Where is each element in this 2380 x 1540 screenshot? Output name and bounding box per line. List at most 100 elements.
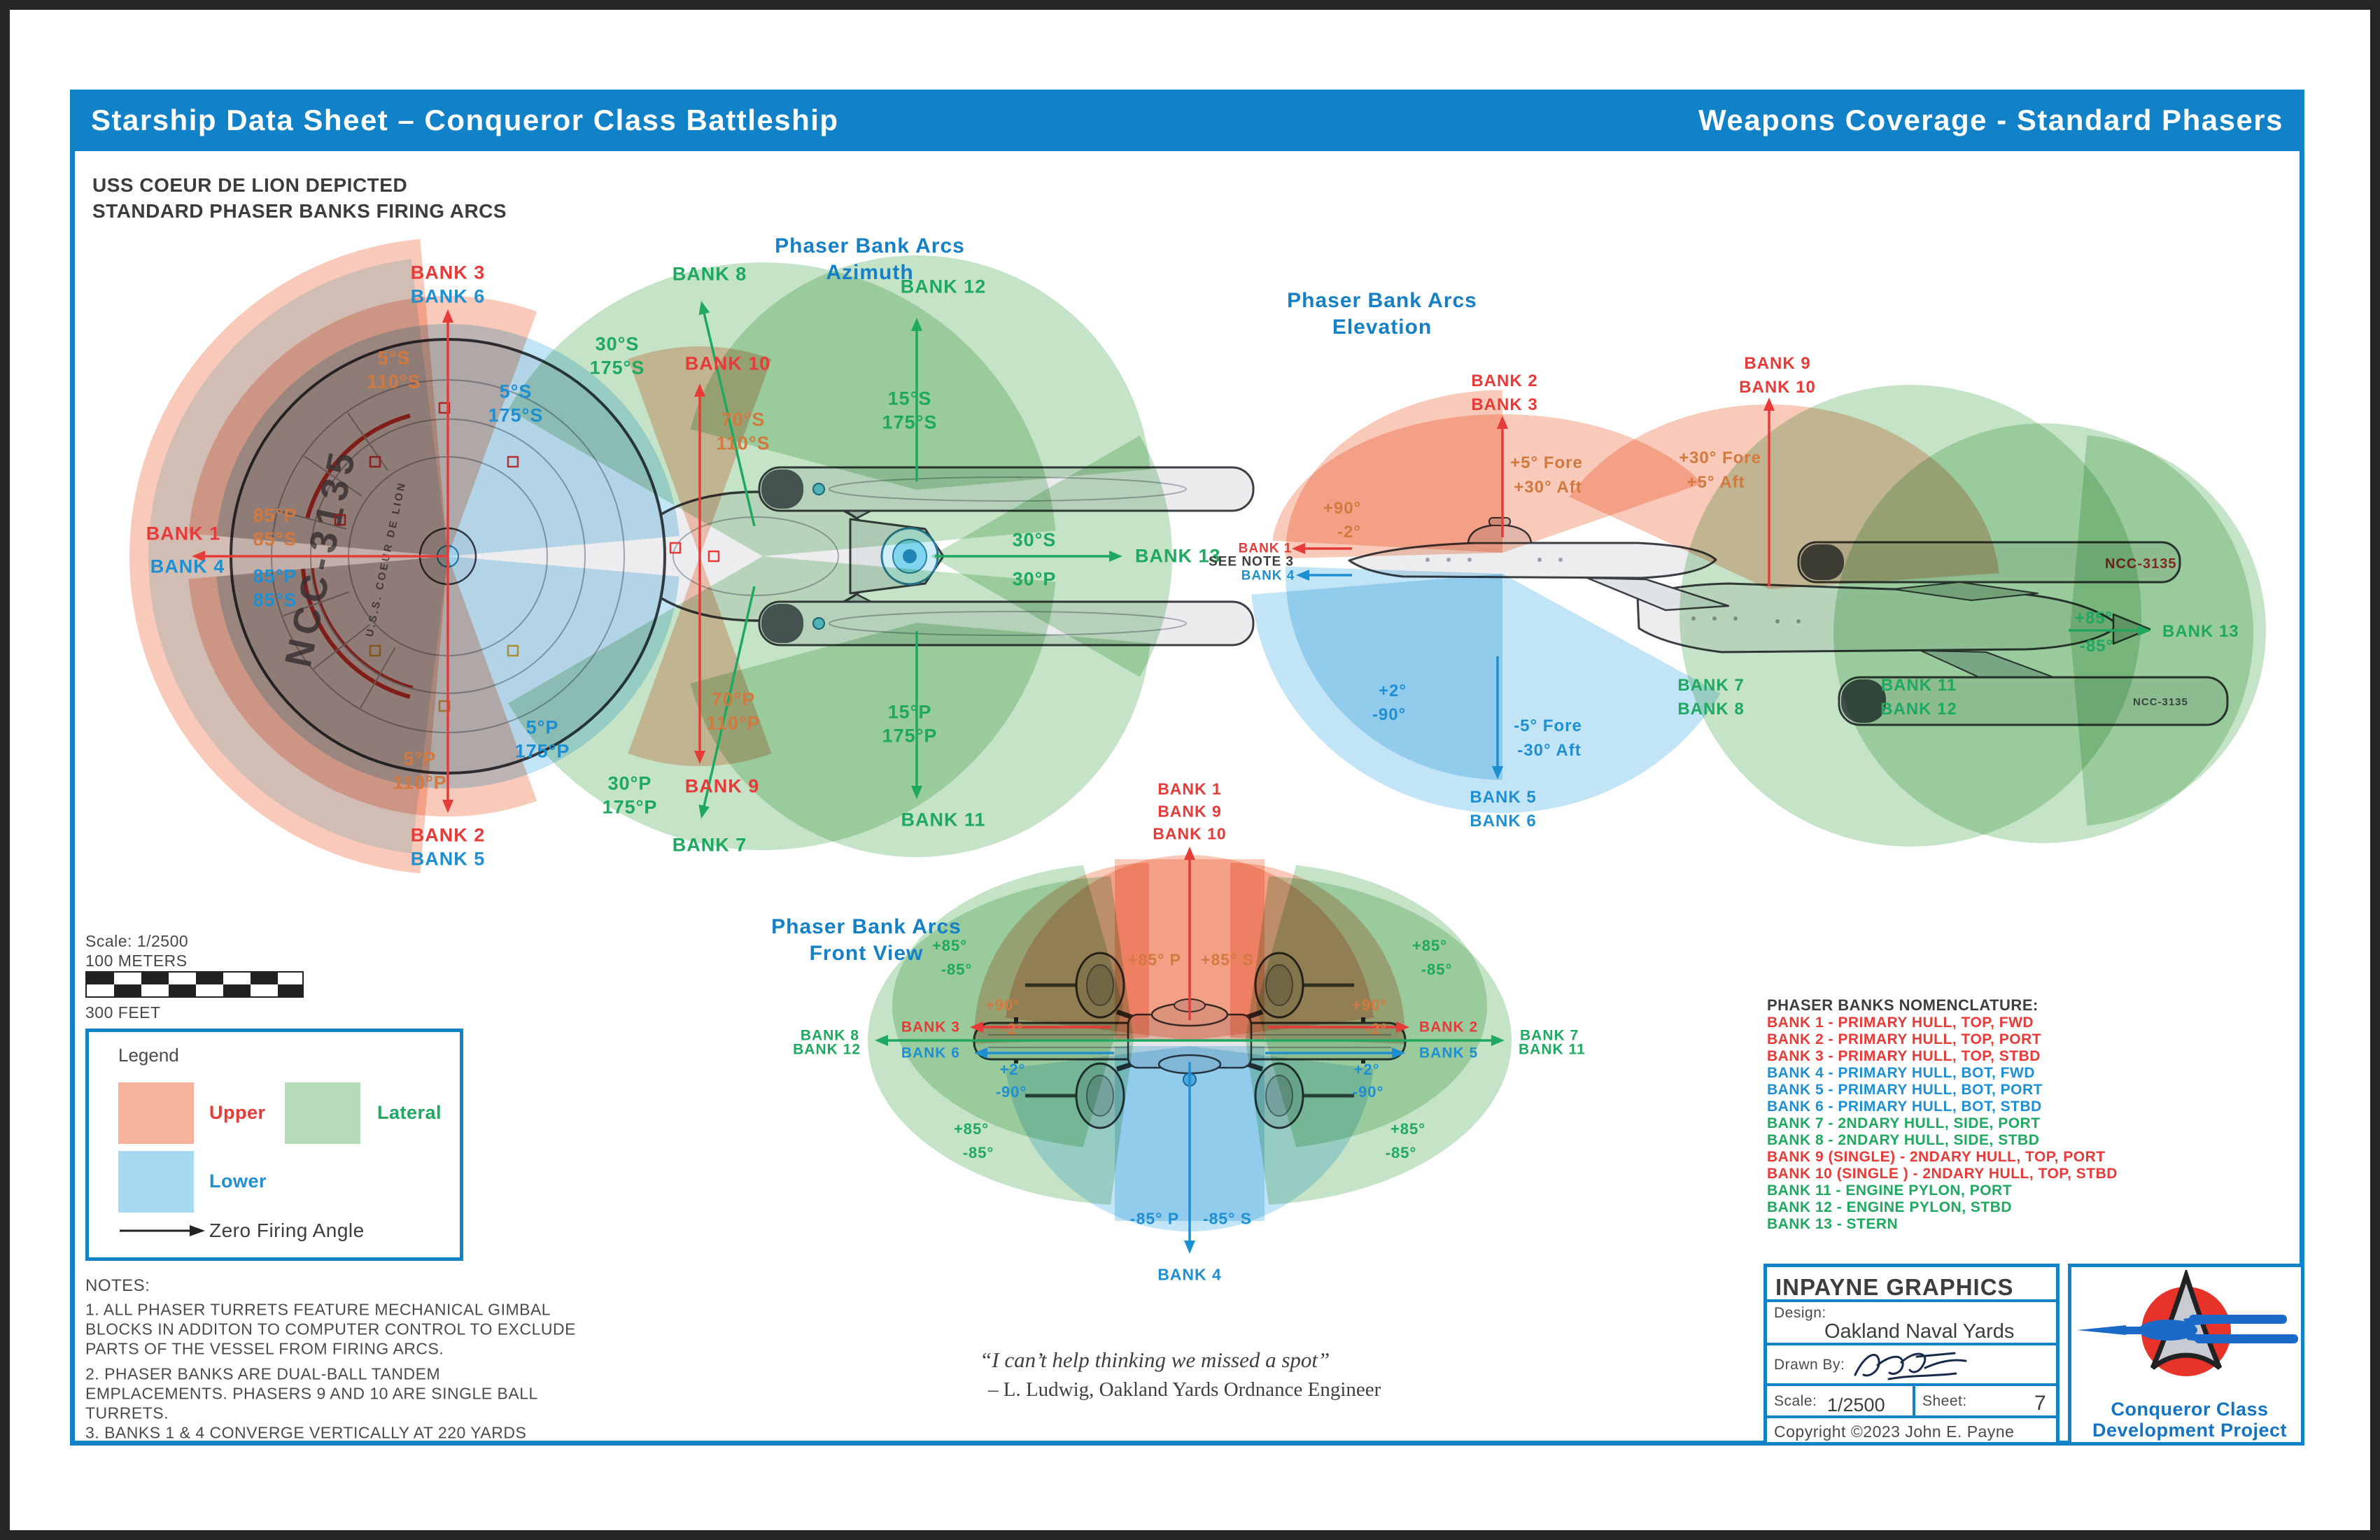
arc-bank12-stbd — [892, 865, 1123, 1147]
depicted-line-2: STANDARD PHASER BANKS FIRING ARCS — [92, 200, 507, 222]
copyright: Copyright ©2023 John E. Payne — [1774, 1422, 2015, 1441]
arc-bank1 — [1286, 390, 1502, 559]
arrow-bank13-zero — [935, 551, 1122, 562]
azimuth-zero-angle-arrows — [192, 301, 1122, 819]
elevation-arcs — [1251, 385, 2266, 847]
page-subtitle-right: Weapons Coverage - Standard Phasers — [1698, 104, 2283, 136]
arrow-bank6-zero — [974, 1047, 1114, 1059]
nomenclature-header: PHASER BANKS NOMENCLATURE: — [1767, 996, 2039, 1014]
arc-bank4 — [1286, 566, 1502, 780]
legend-lower-label: Lower — [209, 1171, 267, 1192]
arrow-bank12-zero — [911, 318, 922, 481]
ship-silhouette — [2077, 1315, 2298, 1343]
arrow-bank11-zero — [911, 631, 922, 799]
depicted-note: USS COEUR DE LION DEPICTED STANDARD PHAS… — [92, 172, 507, 224]
title-block-design-row: Design: Oakland Naval Yards — [1767, 1302, 2056, 1345]
upper-swatch — [118, 1082, 194, 1144]
legend-title: Legend — [118, 1045, 179, 1066]
lower-swatch — [118, 1151, 194, 1213]
depicted-line-1: USS COEUR DE LION DEPICTED — [92, 174, 408, 196]
logo-line-2: Development Project — [2092, 1420, 2288, 1441]
nomenclature-item: BANK 9 (SINGLE) - 2NDARY HULL, TOP, PORT — [1767, 1149, 2106, 1165]
company-name: INPAYNE GRAPHICS — [1775, 1274, 2014, 1300]
legend-lateral-label: Lateral — [377, 1102, 442, 1123]
nomenclature-item: BANK 7 - 2NDARY HULL, SIDE, PORT — [1767, 1115, 2041, 1131]
arrow-banks1-4-axis — [192, 551, 448, 562]
arrow-banks1-9-10-zero — [1184, 847, 1195, 1020]
nomenclature-item: BANK 13 - STERN — [1767, 1216, 1899, 1232]
azimuth-subtitle: Azimuth — [826, 261, 914, 284]
arc-bank13 — [2070, 435, 2266, 826]
legend-zero-label: Zero Firing Angle — [209, 1220, 365, 1241]
nomenclature-item: BANK 10 (SINGLE ) - 2NDARY HULL, TOP, ST… — [1767, 1166, 2118, 1182]
arrow-bank4-zero — [1184, 1062, 1195, 1254]
title-block-scale-sheet-row: Scale: 1/2500 Sheet: 7 — [1767, 1386, 2056, 1418]
title-block-company-row: INPAYNE GRAPHICS — [1767, 1267, 2056, 1302]
arrow-banks9-10-zero — [1763, 397, 1775, 586]
scale-value: 1/2500 — [1827, 1394, 1885, 1415]
arrow-bank3-zero — [970, 1022, 1111, 1033]
nomenclature-item: BANK 11 - ENGINE PYLON, PORT — [1767, 1182, 2013, 1199]
azimuth-title: Phaser Bank Arcs — [775, 234, 965, 257]
logo-line-1: Conqueror Class — [2111, 1399, 2269, 1420]
quote-text: “I can’t help thinking we missed a spot” — [980, 1348, 1330, 1372]
design-value: Oakland Naval Yards — [1824, 1320, 2015, 1343]
lateral-swatch — [285, 1082, 360, 1144]
arrow-banks2-3-zero — [1497, 416, 1508, 537]
conqueror-class-logo-icon — [2077, 1270, 2298, 1376]
quote-attribution: – L. Ludwig, Oakland Yards Ordnance Engi… — [988, 1378, 1381, 1401]
design-label: Design: — [1774, 1305, 1826, 1321]
arrow-bank13-zero — [2069, 625, 2151, 636]
nomenclature-item: BANK 1 - PRIMARY HULL, TOP, FWD — [1767, 1015, 2034, 1031]
scale-label: Scale: — [1774, 1393, 1817, 1409]
header-bar: Starship Data Sheet – Conqueror Class Ba… — [70, 90, 2304, 151]
title-block-copyright-row: Copyright ©2023 John E. Payne — [1767, 1418, 2056, 1442]
scale-feet: 300 FEET — [85, 1003, 161, 1022]
arc-bank11 — [690, 623, 1150, 857]
arrow-banks8-12-7-11-zero — [875, 1035, 1505, 1046]
nomenclature-item: BANK 12 - ENGINE PYLON, STBD — [1767, 1199, 2013, 1215]
page-title: Starship Data Sheet – Conqueror Class Ba… — [91, 104, 839, 136]
drawn-by-label: Drawn By: — [1774, 1357, 1845, 1373]
nomenclature-item: BANK 2 - PRIMARY HULL, TOP, PORT — [1767, 1031, 2042, 1047]
quote-block: “I can’t help thinking we missed a spot”… — [980, 1348, 1381, 1401]
sheet-label: Sheet: — [1922, 1393, 1967, 1409]
sheet-value: 7 — [2034, 1392, 2046, 1415]
arrow-banks5-6-zero — [1492, 656, 1503, 779]
notes-header: NOTES: — [85, 1276, 150, 1295]
nomenclature-item: BANK 4 - PRIMARY HULL, BOT, FWD — [1767, 1065, 2035, 1081]
arrow-bank1-zero — [1292, 543, 1352, 554]
arrow-bank8-zero — [698, 301, 756, 527]
legend-upper-label: Upper — [209, 1102, 266, 1123]
scale-bar — [85, 971, 304, 998]
arc-bank11-port — [1256, 865, 1487, 1147]
nomenclature-list: BANK 1 - PRIMARY HULL, TOP, FWD BANK 2 - … — [1767, 1015, 2118, 1233]
arc-bank12 — [690, 255, 1150, 490]
signature — [1854, 1352, 1967, 1380]
arrow-banks3-6-2-5-axis — [442, 309, 453, 813]
zero-firing-angle-arrow-icon — [120, 1225, 205, 1236]
front-subtitle: Front View — [809, 942, 924, 965]
arrow-bank7-zero — [698, 586, 756, 819]
elevation-subtitle: Elevation — [1332, 316, 1432, 339]
elevation-title: Phaser Bank Arcs — [1287, 289, 1477, 312]
front-zero-angle-arrows — [875, 847, 1505, 1254]
logo-box: Conqueror Class Development Project — [2068, 1264, 2304, 1446]
nomenclature-item: BANK 8 - 2NDARY HULL, SIDE, STBD — [1767, 1132, 2040, 1148]
nomenclature-item: BANK 5 - PRIMARY HULL, BOT, PORT — [1767, 1082, 2043, 1098]
elevation-zero-angle-arrows — [1292, 397, 2151, 779]
title-block: INPAYNE GRAPHICS Design: Oakland Naval Y… — [1763, 1264, 2059, 1446]
nomenclature-item: BANK 3 - PRIMARY HULL, TOP, STBD — [1767, 1048, 2041, 1064]
arrow-banks10-9-axis — [694, 383, 705, 764]
nomenclature-item: BANK 6 - PRIMARY HULL, BOT, STBD — [1767, 1099, 2042, 1115]
legend: Legend Upper Lateral Lower Zero Firing A… — [85, 1029, 463, 1261]
arrow-bank4-zero — [1296, 570, 1352, 581]
front-title: Phaser Bank Arcs — [771, 915, 962, 938]
scale-meters: 100 METERS — [85, 952, 188, 970]
scale-ratio: Scale: 1/2500 — [85, 932, 189, 950]
arrow-bank2-zero — [1268, 1022, 1409, 1033]
arrow-bank5-zero — [1265, 1047, 1405, 1059]
title-block-drawn-row: Drawn By: — [1767, 1345, 2056, 1386]
